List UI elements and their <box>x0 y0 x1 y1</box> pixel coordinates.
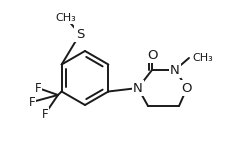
Text: CH₃: CH₃ <box>56 13 76 23</box>
Text: S: S <box>76 28 84 41</box>
Text: F: F <box>42 107 48 120</box>
Text: O: O <box>147 49 157 62</box>
Text: F: F <box>35 82 41 95</box>
Text: F: F <box>29 95 35 108</box>
Text: N: N <box>133 82 143 95</box>
Text: CH₃: CH₃ <box>192 53 213 63</box>
Text: O: O <box>182 82 192 95</box>
Text: N: N <box>170 63 180 77</box>
